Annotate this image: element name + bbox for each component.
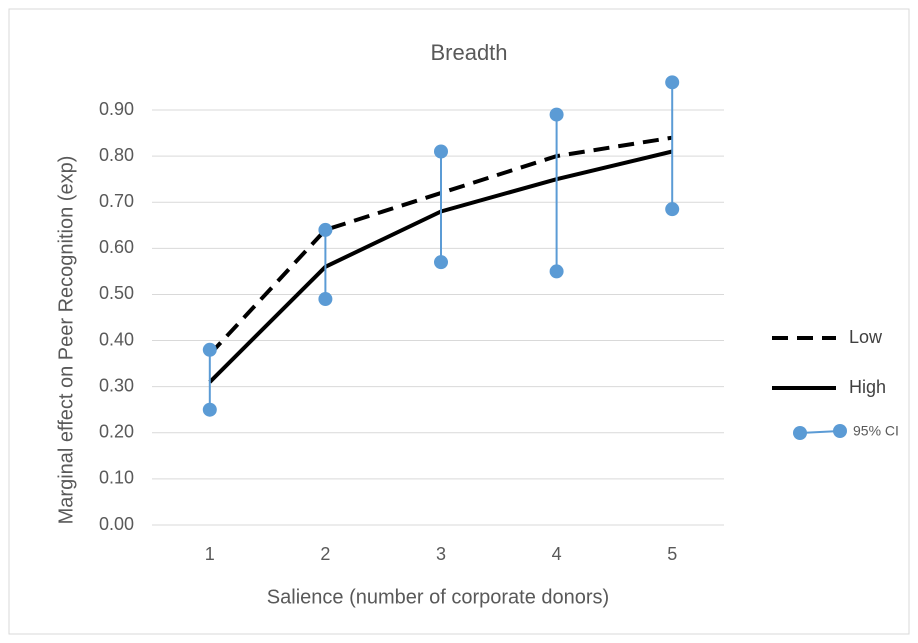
chart-title: Breadth <box>430 40 507 65</box>
x-axis-title: Salience (number of corporate donors) <box>267 586 609 608</box>
y-tick-label: 0.30 <box>99 375 134 395</box>
ci-upper <box>665 75 680 90</box>
ci-lower <box>318 292 333 307</box>
x-tick-label: 5 <box>667 544 677 564</box>
y-tick-label: 0.80 <box>99 145 134 165</box>
legend-ci-marker <box>793 426 807 440</box>
x-tick-label: 1 <box>205 544 215 564</box>
ci-lower <box>202 402 217 417</box>
y-tick-label: 0.70 <box>99 191 134 211</box>
legend-label: High <box>849 377 886 397</box>
x-tick-label: 4 <box>552 544 562 564</box>
x-tick-label: 2 <box>320 544 330 564</box>
ci-upper <box>434 144 448 159</box>
ci-lower <box>434 255 448 270</box>
x-tick-label: 3 <box>436 544 446 564</box>
legend-label: 95% CI <box>853 423 899 439</box>
y-tick-label: 0.10 <box>99 468 134 488</box>
y-tick-label: 0.50 <box>99 283 134 303</box>
ci-upper <box>318 222 333 237</box>
ci-upper <box>549 107 564 122</box>
y-tick-label: 0.00 <box>99 514 134 534</box>
line-series <box>208 135 673 356</box>
y-tick-label: 0.60 <box>99 237 134 257</box>
ci-lower <box>549 264 564 279</box>
y-tick-label: 0.20 <box>99 422 134 442</box>
legend-ci-marker <box>833 424 847 438</box>
y-tick-label: 0.90 <box>99 99 134 119</box>
chart-frame <box>8 8 910 635</box>
ci-lower <box>665 202 680 217</box>
y-axis-title: Marginal effect on Peer Recognition (exp… <box>55 156 77 525</box>
ci-upper <box>202 342 217 357</box>
y-tick-label: 0.40 <box>99 329 134 349</box>
legend-label: Low <box>849 327 883 347</box>
